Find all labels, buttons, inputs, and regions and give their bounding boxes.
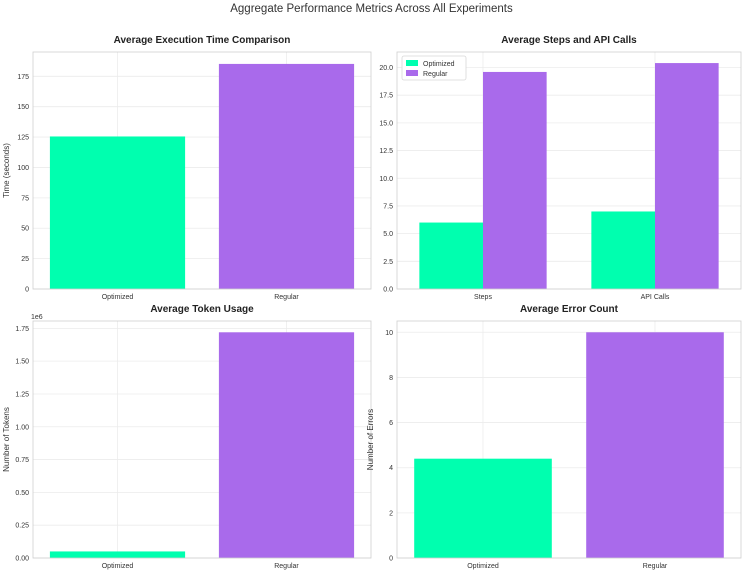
bar-regular-api-calls — [655, 63, 719, 289]
legend-label: Optimized — [423, 61, 455, 68]
y-tick-label: 1.75 — [15, 326, 29, 333]
y-tick-label: 4 — [389, 465, 393, 472]
bar-regular — [218, 63, 355, 290]
y-tick-label: 10.0 — [379, 176, 393, 183]
y-tick-label: 0.0 — [383, 287, 393, 294]
y-tick-label: 20.0 — [379, 65, 393, 72]
x-tick-label: API Calls — [641, 294, 670, 301]
bar-optimized — [414, 458, 552, 558]
y-tick-label: 0.00 — [15, 556, 29, 563]
y-tick-label: 1.00 — [15, 424, 29, 431]
legend-swatch-optimized — [406, 60, 418, 66]
panel-title: Average Execution Time Comparison — [114, 35, 291, 46]
plot-frame — [32, 51, 372, 290]
y-tick-label: 2.5 — [383, 259, 393, 266]
bar-optimized-api-calls — [591, 211, 655, 289]
y-tick-label: 2 — [389, 510, 393, 517]
x-tick-label: Optimized — [102, 294, 134, 301]
y-tick-label: 50 — [21, 226, 29, 233]
y-axis-label: Number of Tokens — [2, 407, 11, 472]
x-tick-label: Regular — [274, 563, 299, 570]
plot-frame — [32, 320, 372, 559]
y-tick-label: 75 — [21, 195, 29, 202]
y-offset-label: 1e6 — [31, 314, 43, 321]
y-axis-label: Time (seconds) — [2, 143, 11, 198]
panel-title: Average Error Count — [520, 304, 619, 315]
y-tick-label: 10 — [385, 330, 393, 337]
legend-swatch-regular — [406, 70, 418, 76]
y-tick-label: 125 — [17, 135, 29, 142]
x-tick-label: Optimized — [467, 563, 499, 570]
bar-regular — [586, 332, 724, 558]
y-tick-label: 100 — [17, 165, 29, 172]
bar-optimized-steps — [419, 222, 483, 289]
bar-optimized — [49, 136, 186, 289]
y-tick-label: 5.0 — [383, 231, 393, 238]
x-tick-label: Steps — [474, 294, 492, 301]
panel-title: Average Steps and API Calls — [501, 35, 637, 46]
y-tick-label: 0.50 — [15, 490, 29, 497]
bar-regular-steps — [483, 71, 547, 290]
panel-title: Average Token Usage — [150, 304, 254, 315]
y-tick-label: 17.5 — [379, 93, 393, 100]
plot-frame — [396, 51, 742, 290]
y-tick-label: 175 — [17, 74, 29, 81]
y-tick-label: 0.75 — [15, 457, 29, 464]
y-tick-label: 15.0 — [379, 120, 393, 127]
x-tick-label: Optimized — [102, 563, 134, 570]
y-tick-label: 0 — [25, 287, 29, 294]
y-tick-label: 1.50 — [15, 359, 29, 366]
y-tick-label: 25 — [21, 256, 29, 263]
x-tick-label: Regular — [274, 294, 299, 301]
y-tick-label: 150 — [17, 104, 29, 111]
y-tick-label: 6 — [389, 420, 393, 427]
legend-label: Regular — [423, 71, 448, 78]
y-axis-label: Number of Errors — [366, 409, 375, 470]
bar-regular — [218, 332, 355, 558]
y-tick-label: 1.25 — [15, 391, 29, 398]
plot-frame — [396, 320, 742, 559]
y-tick-label: 7.5 — [383, 203, 393, 210]
x-tick-label: Regular — [643, 563, 668, 570]
y-tick-label: 8 — [389, 375, 393, 382]
bar-optimized — [49, 551, 186, 558]
y-tick-label: 12.5 — [379, 148, 393, 155]
y-tick-label: 0.25 — [15, 523, 29, 530]
figure-title: Aggregate Performance Metrics Across All… — [230, 3, 513, 15]
y-tick-label: 0 — [389, 556, 393, 563]
